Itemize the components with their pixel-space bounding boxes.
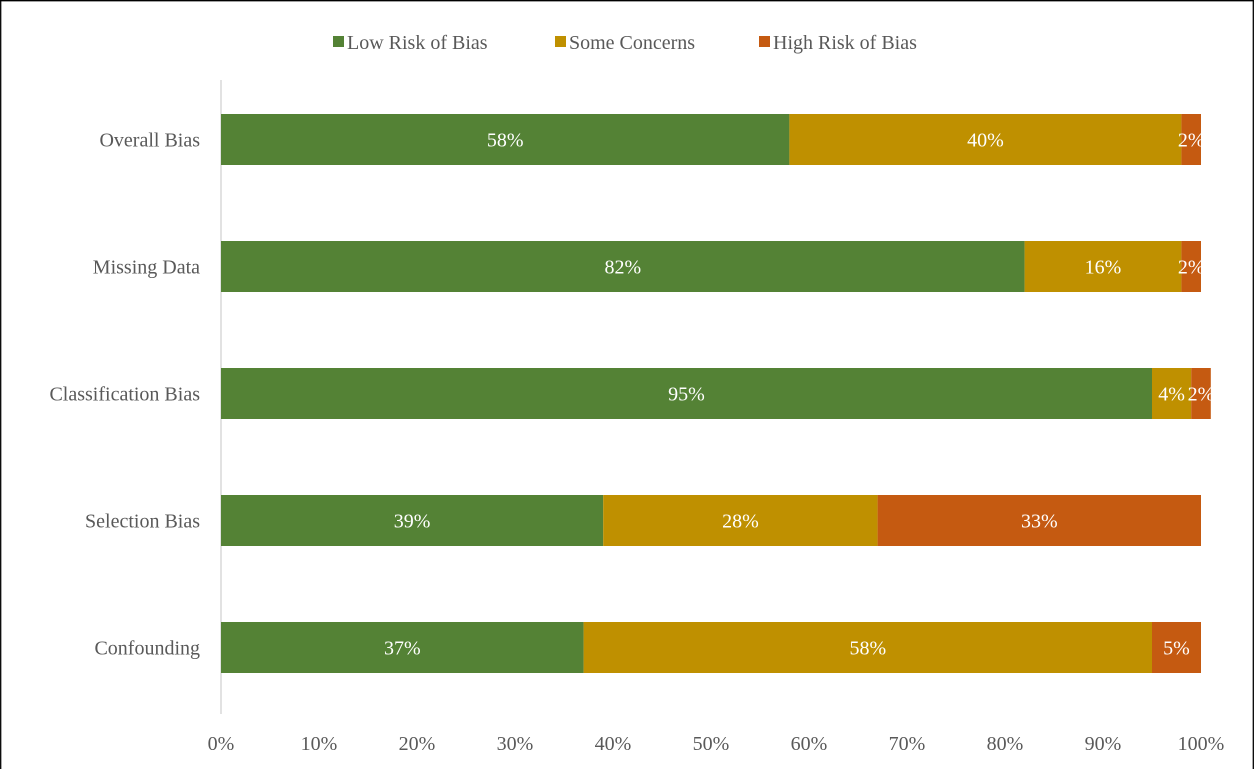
x-tick-label-50pct: 50%: [693, 733, 730, 755]
bar-classification-bias-high-risk-of-bias: [1191, 368, 1211, 419]
data-label-confounding-low-risk-of-bias: 37%: [384, 638, 421, 660]
legend: Low Risk of Bias Some Concerns High Risk o…: [333, 32, 917, 54]
data-label-overall-bias-low-risk-of-bias: 58%: [487, 130, 524, 152]
bar-overall-bias-high-risk-of-bias: [1181, 114, 1201, 165]
x-tick-label-0pct: 0%: [208, 733, 235, 755]
data-label-selection-bias-low-risk-of-bias: 39%: [394, 511, 431, 533]
bar-classification-bias-low-risk-of-bias: [221, 368, 1152, 419]
bar-confounding-low-risk-of-bias: [221, 622, 584, 673]
x-tick-label-90pct: 90%: [1085, 733, 1122, 755]
data-label-missing-data-some-concerns: 16%: [1085, 257, 1122, 279]
bar-confounding-high-risk-of-bias: [1152, 622, 1201, 673]
legend-swatch-high-risk-of-bias: [759, 36, 770, 47]
category-label-overall-bias: Overall Bias: [99, 130, 200, 152]
bar-confounding-some-concerns: [583, 622, 1152, 673]
x-tick-label-70pct: 70%: [889, 733, 926, 755]
bar-overall-bias-some-concerns: [789, 114, 1182, 165]
data-label-classification-bias-high-risk-of-bias: 2%: [1188, 384, 1215, 406]
data-label-overall-bias-high-risk-of-bias: 2%: [1178, 130, 1205, 152]
data-label-classification-bias-some-concerns: 4%: [1158, 384, 1185, 406]
bar-overall-bias-low-risk-of-bias: [221, 114, 790, 165]
data-label-confounding-high-risk-of-bias: 5%: [1163, 638, 1190, 660]
bar-selection-bias-low-risk-of-bias: [221, 495, 604, 546]
bar-classification-bias-some-concerns: [1152, 368, 1192, 419]
x-tick-label-30pct: 30%: [497, 733, 534, 755]
bars-group: 58% 40% 2%82% 16% 2%95% 4% 2%39% 28% 33%37% 58% 5%: [221, 114, 1214, 673]
legend-label-high-risk-of-bias: High Risk of Bias: [773, 32, 917, 54]
bar-missing-data-some-concerns: [1024, 241, 1182, 292]
category-label-confounding: Confounding: [94, 638, 200, 660]
data-label-classification-bias-low-risk-of-bias: 95%: [668, 384, 705, 406]
legend-swatch-low-risk-of-bias: [333, 36, 344, 47]
x-tick-label-40pct: 40%: [595, 733, 632, 755]
category-labels: Overall Bias Missing Data Classification B…: [49, 130, 200, 660]
data-label-selection-bias-some-concerns: 28%: [722, 511, 759, 533]
bar-missing-data-high-risk-of-bias: [1181, 241, 1201, 292]
x-tick-label-20pct: 20%: [399, 733, 436, 755]
data-label-missing-data-low-risk-of-bias: 82%: [604, 257, 641, 279]
category-label-classification-bias: Classification Bias: [49, 384, 200, 406]
legend-swatch-some-concerns: [555, 36, 566, 47]
category-label-selection-bias: Selection Bias: [85, 511, 200, 533]
x-tick-label-80pct: 80%: [987, 733, 1024, 755]
bar-selection-bias-some-concerns: [603, 495, 878, 546]
data-label-selection-bias-high-risk-of-bias: 33%: [1021, 511, 1058, 533]
x-tick-label-10pct: 10%: [301, 733, 338, 755]
x-tick-label-60pct: 60%: [791, 733, 828, 755]
bar-missing-data-low-risk-of-bias: [221, 241, 1025, 292]
x-axis-tick-labels: 0% 10% 20% 30% 40% 50% 60% 70% 80% 90% 100%: [208, 733, 1225, 755]
legend-label-some-concerns: Some Concerns: [569, 32, 695, 54]
bar-selection-bias-high-risk-of-bias: [877, 495, 1201, 546]
legend-label-low-risk-of-bias: Low Risk of Bias: [347, 32, 488, 54]
x-tick-label-100pct: 100%: [1178, 733, 1225, 755]
category-label-missing-data: Missing Data: [93, 257, 200, 279]
data-label-missing-data-high-risk-of-bias: 2%: [1178, 257, 1205, 279]
data-label-confounding-some-concerns: 58%: [849, 638, 886, 660]
data-label-overall-bias-some-concerns: 40%: [967, 130, 1004, 152]
